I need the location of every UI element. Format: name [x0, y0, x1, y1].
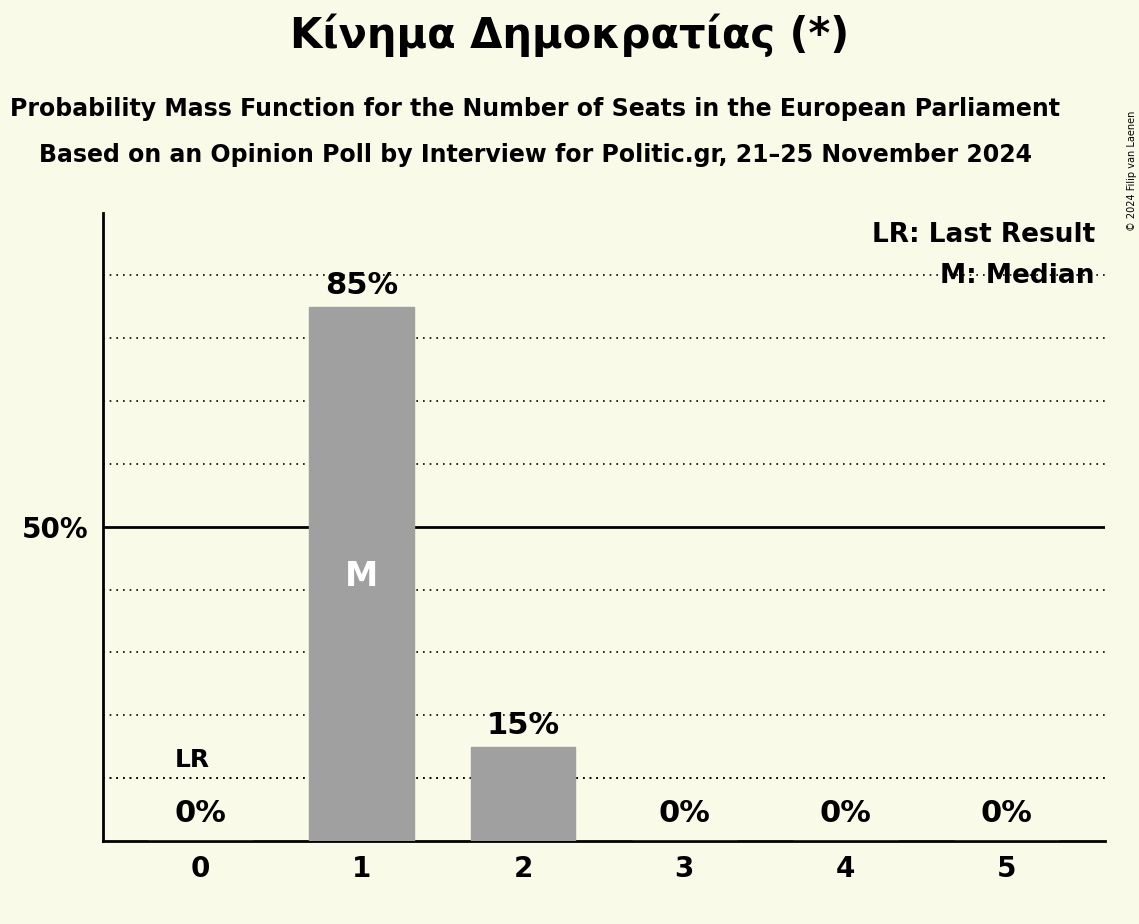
Text: M: Median: M: Median [941, 262, 1095, 289]
Text: 0%: 0% [174, 799, 227, 828]
Text: 0%: 0% [658, 799, 711, 828]
Bar [310, 307, 415, 841]
Text: M: M [345, 561, 378, 593]
Text: Κίνημα Δημοκρατίας (*): Κίνημα Δημοκρατίας (*) [289, 14, 850, 57]
Text: LR: LR [175, 748, 210, 772]
Bar [470, 747, 575, 841]
Text: Probability Mass Function for the Number of Seats in the European Parliament: Probability Mass Function for the Number… [10, 97, 1060, 121]
Text: 15%: 15% [486, 711, 559, 740]
Text: Based on an Opinion Poll by Interview for Politic.gr, 21–25 November 2024: Based on an Opinion Poll by Interview fo… [39, 143, 1032, 167]
Text: 0%: 0% [820, 799, 871, 828]
Text: 85%: 85% [326, 272, 399, 300]
Text: 0%: 0% [981, 799, 1033, 828]
Text: LR: Last Result: LR: Last Result [871, 222, 1095, 248]
Text: © 2024 Filip van Laenen: © 2024 Filip van Laenen [1126, 111, 1137, 231]
